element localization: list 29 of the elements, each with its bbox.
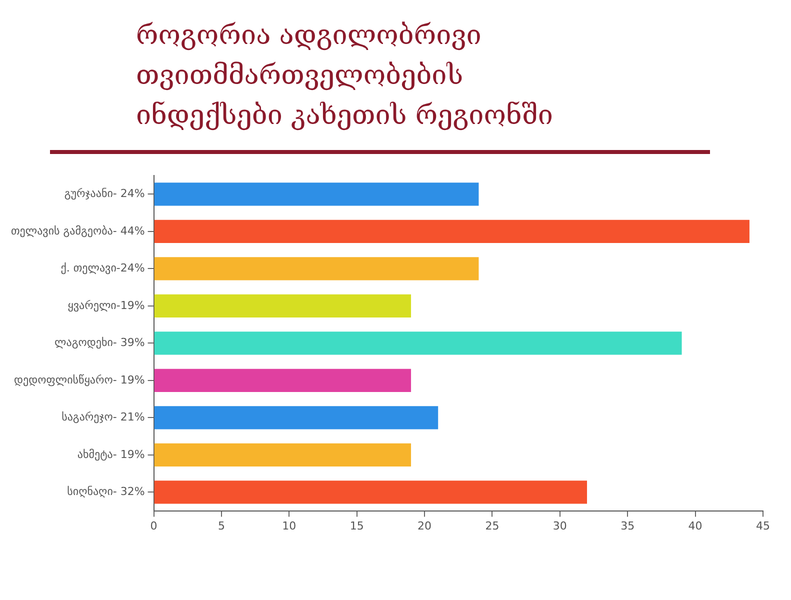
x-tick-label: 30 — [552, 519, 567, 532]
bar — [154, 182, 479, 206]
x-tick-label: 20 — [418, 519, 432, 532]
x-tick-label: 35 — [620, 519, 635, 532]
bar — [154, 257, 479, 280]
x-tick-label: 10 — [282, 519, 296, 532]
y-tick-label: ქ. თელავი-24% — [60, 262, 145, 275]
y-tick-label: საგარეჯო- 21% — [62, 410, 145, 424]
chart-title: როგორია ადგილობრივი თვითმმართველობების ინდექსები კახეთის რეგიონში — [135, 19, 554, 133]
y-tick-label: გურჯაანი- 24% — [64, 187, 145, 200]
bar — [154, 406, 438, 430]
bar — [154, 220, 750, 244]
bar — [154, 368, 412, 392]
x-tick-label: 45 — [756, 519, 770, 532]
x-tick-label: 0 — [150, 519, 158, 532]
y-tick-label: თელავის გამგეობა- 44% — [11, 224, 145, 238]
y-tick-label: სიღნაღი- 32% — [67, 485, 145, 498]
bar — [154, 294, 412, 318]
bar — [154, 443, 412, 466]
y-tick-label: ლაგოდეხი- 39% — [54, 336, 145, 350]
y-tick-label: ყვარელი-19% — [68, 298, 145, 312]
x-tick-label: 25 — [485, 519, 500, 532]
x-tick-label: 40 — [688, 519, 702, 532]
x-tick-label: 15 — [350, 519, 364, 532]
bar — [154, 332, 682, 355]
y-tick-label: დედოფლისწყარო- 19% — [14, 373, 145, 386]
y-tick-label: ახმეტა- 19% — [77, 448, 145, 461]
bar — [154, 480, 588, 504]
x-tick-label: 5 — [218, 519, 225, 532]
